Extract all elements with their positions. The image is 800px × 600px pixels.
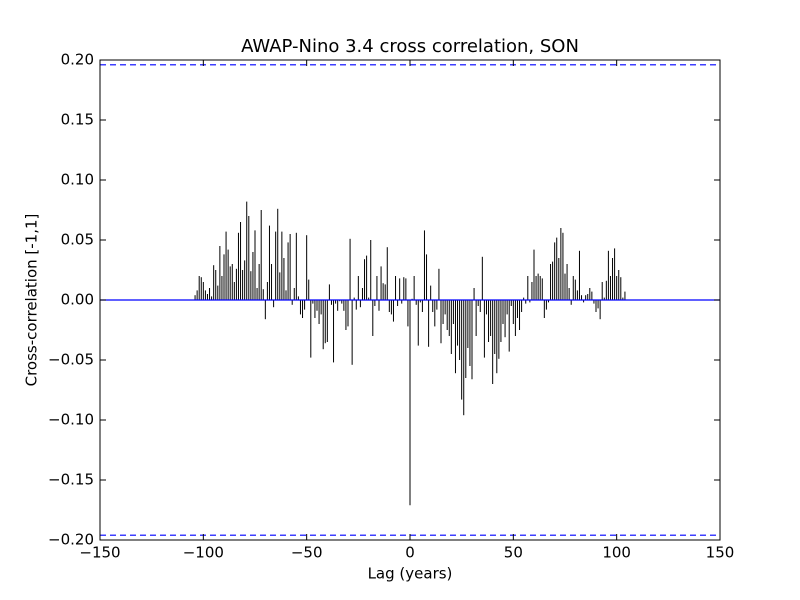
y-tick-label: 0.20 [61, 51, 94, 69]
y-tick-label: −0.15 [48, 471, 94, 489]
y-tick-label: 0.05 [61, 231, 94, 249]
y-tick-label: −0.10 [48, 411, 94, 429]
chart-title: AWAP-Nino 3.4 cross correlation, SON [241, 36, 579, 57]
y-tick-label: 0.10 [61, 171, 94, 189]
x-tick-label: −50 [291, 544, 323, 562]
x-tick-label: 100 [602, 544, 631, 562]
y-axis-label: Cross-correlation [-1,1] [23, 214, 41, 387]
y-tick-label: −0.20 [48, 531, 94, 549]
x-tick-label: −100 [183, 544, 224, 562]
y-tick-label: −0.05 [48, 351, 94, 369]
x-tick-label: 50 [504, 544, 523, 562]
x-tick-label: 0 [405, 544, 415, 562]
y-tick-label: 0.00 [61, 291, 94, 309]
x-axis-label: Lag (years) [368, 565, 453, 583]
x-tick-label: −150 [79, 544, 120, 562]
y-tick-label: 0.15 [61, 111, 94, 129]
x-tick-label: 150 [706, 544, 735, 562]
